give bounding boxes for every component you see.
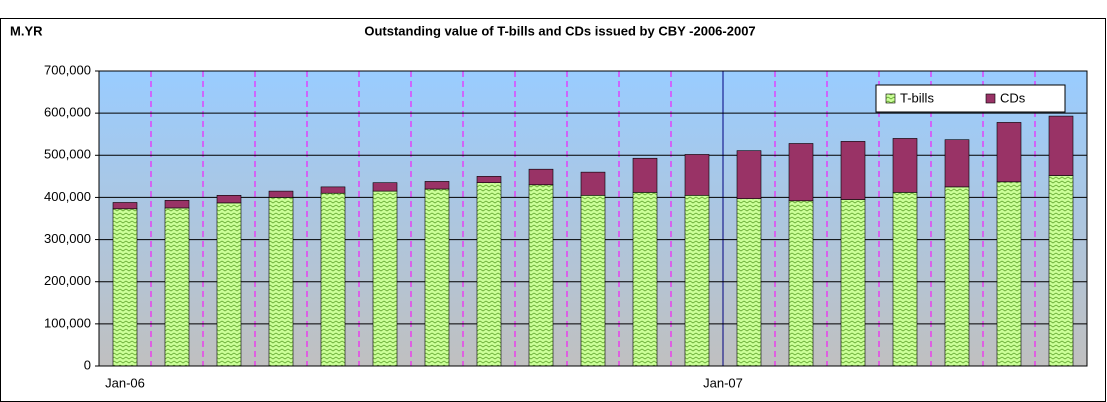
bar-segment <box>216 195 242 204</box>
bar-segment <box>268 190 294 198</box>
bar-segment <box>372 190 398 367</box>
legend-swatch <box>885 93 896 104</box>
bar-segment <box>892 192 918 367</box>
bar-segment <box>632 192 658 367</box>
y-axis-label: M.YR <box>10 23 43 38</box>
bar-segment <box>112 202 138 210</box>
y-tick-label: 100,000 <box>44 315 91 330</box>
bar-segment <box>164 207 190 367</box>
bar-segment <box>320 192 346 367</box>
x-tick-label: Jan-06 <box>105 375 145 390</box>
bar-segment <box>736 150 762 199</box>
bar-segment <box>892 138 918 193</box>
bar-segment <box>216 202 242 367</box>
legend-label: T-bills <box>900 90 934 105</box>
bar-segment <box>580 195 606 367</box>
bar-segment <box>840 199 866 367</box>
bar-segment <box>320 186 346 194</box>
bar-segment <box>996 122 1022 183</box>
chart-title: Outstanding value of T-bills and CDs iss… <box>364 23 755 38</box>
bar-segment <box>684 154 710 196</box>
y-tick-label: 0 <box>84 357 91 372</box>
bar-segment <box>1048 115 1074 176</box>
bar-segment <box>944 186 970 367</box>
bar-segment <box>372 182 398 192</box>
bar-segment <box>580 171 606 196</box>
y-tick-label: 600,000 <box>44 105 91 120</box>
bar-segment <box>424 188 450 367</box>
legend-label: CDs <box>1000 90 1026 105</box>
bar-segment <box>684 195 710 367</box>
bar-segment <box>476 182 502 367</box>
bar-segment <box>736 198 762 367</box>
bar-segment <box>424 181 450 190</box>
bar-segment <box>944 139 970 188</box>
bar-segment <box>788 143 814 202</box>
y-tick-label: 300,000 <box>44 231 91 246</box>
plot-border <box>98 70 1088 367</box>
y-tick-label: 400,000 <box>44 189 91 204</box>
bar-segment <box>268 197 294 367</box>
x-tick-label: Jan-07 <box>703 375 743 390</box>
bar-segment <box>528 184 554 367</box>
bar-segment <box>476 176 502 183</box>
bar-segment <box>528 168 554 186</box>
bar-segment <box>112 208 138 367</box>
bar-segment <box>840 141 866 200</box>
bar-segment <box>1048 175 1074 367</box>
bar-segment <box>996 181 1022 367</box>
y-tick-label: 700,000 <box>44 62 91 77</box>
bar-segment <box>788 200 814 367</box>
y-tick-label: 200,000 <box>44 273 91 288</box>
legend-box <box>875 84 1066 113</box>
bar-segment <box>164 200 190 209</box>
legend-swatch <box>985 93 996 104</box>
y-tick-label: 500,000 <box>44 147 91 162</box>
bar-segment <box>632 157 658 193</box>
